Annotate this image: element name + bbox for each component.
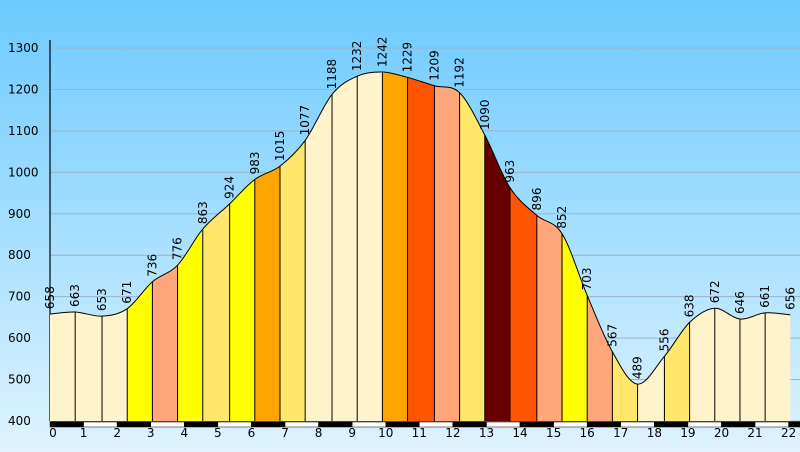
profile-outline [49, 71, 791, 385]
data-label: 983 [248, 151, 262, 174]
x-tick-label: 5 [214, 426, 222, 440]
scale-bar-block [284, 421, 319, 428]
data-label: 663 [68, 284, 82, 307]
data-label: 1015 [273, 131, 287, 162]
x-tick-label: 2 [113, 426, 121, 440]
x-tick-label: 0 [49, 426, 57, 440]
x-axis: 0 1 2 3 4 5 6 7 8 9 10 11 12 13 14 15 16 17 18 19 20 21 22 [49, 421, 800, 440]
y-tick-label: 1200 [8, 82, 39, 96]
data-label: 556 [657, 328, 671, 351]
data-label: 671 [120, 281, 134, 304]
scale-bar-block [318, 421, 353, 428]
data-label: 672 [708, 280, 722, 303]
profile-segment [459, 72, 486, 421]
x-tick-label: 3 [147, 426, 155, 440]
segment-dividers [74, 72, 766, 421]
data-label: 1188 [325, 59, 339, 90]
x-tick-label: 11 [412, 426, 427, 440]
data-label: 646 [733, 291, 747, 314]
x-tick-label: 4 [180, 426, 188, 440]
y-tick-label: 400 [8, 414, 31, 428]
y-tick-label: 1300 [8, 41, 39, 55]
scale-bar-block [116, 421, 151, 428]
x-tick-label: 17 [613, 426, 628, 440]
data-label: 776 [171, 237, 185, 260]
x-tick-label: 19 [680, 426, 695, 440]
x-tick-label: 15 [546, 426, 561, 440]
x-tick-label: 20 [714, 426, 729, 440]
profile-segment [407, 72, 435, 421]
data-label: 1192 [453, 57, 467, 88]
profile-segment [332, 72, 358, 421]
data-label: 924 [223, 176, 237, 199]
data-label: 1090 [478, 99, 492, 130]
x-tick-label: 9 [348, 426, 356, 440]
data-labels: 658 663 653 671 736 776 863 924 983 1015 1077 1188 1… [43, 36, 797, 379]
x-tick-label: 13 [479, 426, 494, 440]
profile-segment [357, 72, 383, 421]
profile-segment [382, 72, 409, 421]
data-label: 852 [555, 206, 569, 229]
x-tick-label: 1 [80, 426, 88, 440]
data-label: 661 [758, 285, 772, 308]
y-tick-label: 1100 [8, 124, 39, 138]
data-label: 1077 [298, 105, 312, 136]
data-label: 1242 [375, 36, 389, 67]
scale-bar-block [184, 421, 219, 428]
y-tick-label: 1000 [8, 165, 39, 179]
y-tick-label: 700 [8, 290, 31, 304]
x-tick-label: 8 [315, 426, 323, 440]
x-tick-label: 22 [781, 426, 796, 440]
data-label: 638 [683, 294, 697, 317]
y-tick-label: 900 [8, 207, 31, 221]
y-tick-label: 800 [8, 248, 31, 262]
x-tick-label: 21 [747, 426, 762, 440]
data-label: 1232 [350, 41, 364, 72]
data-label: 489 [631, 356, 645, 379]
x-tick-label: 18 [647, 426, 662, 440]
scale-bar-block [83, 421, 118, 428]
scale-bar-block [251, 421, 286, 428]
data-label: 736 [145, 254, 159, 277]
data-label: 567 [605, 324, 619, 347]
x-tick-label: 14 [512, 426, 527, 440]
data-label: 656 [783, 287, 797, 310]
data-label: 1229 [401, 42, 415, 73]
data-label: 863 [196, 201, 210, 224]
scale-bar-block [150, 421, 185, 428]
data-label: 658 [43, 286, 57, 309]
y-tick-label: 500 [8, 373, 31, 387]
data-label: 703 [580, 268, 594, 291]
x-tick-label: 6 [248, 426, 256, 440]
x-tick-label: 10 [378, 426, 393, 440]
data-label: 653 [95, 288, 109, 311]
y-tick-label: 600 [8, 331, 31, 345]
profile-segment [434, 72, 461, 421]
scale-bar-block [217, 421, 252, 428]
data-label: 963 [503, 160, 517, 183]
x-tick-label: 7 [281, 426, 289, 440]
data-label: 1209 [427, 50, 441, 81]
x-tick-label: 16 [580, 426, 595, 440]
data-label: 896 [530, 188, 544, 211]
x-tick-label: 12 [445, 426, 460, 440]
